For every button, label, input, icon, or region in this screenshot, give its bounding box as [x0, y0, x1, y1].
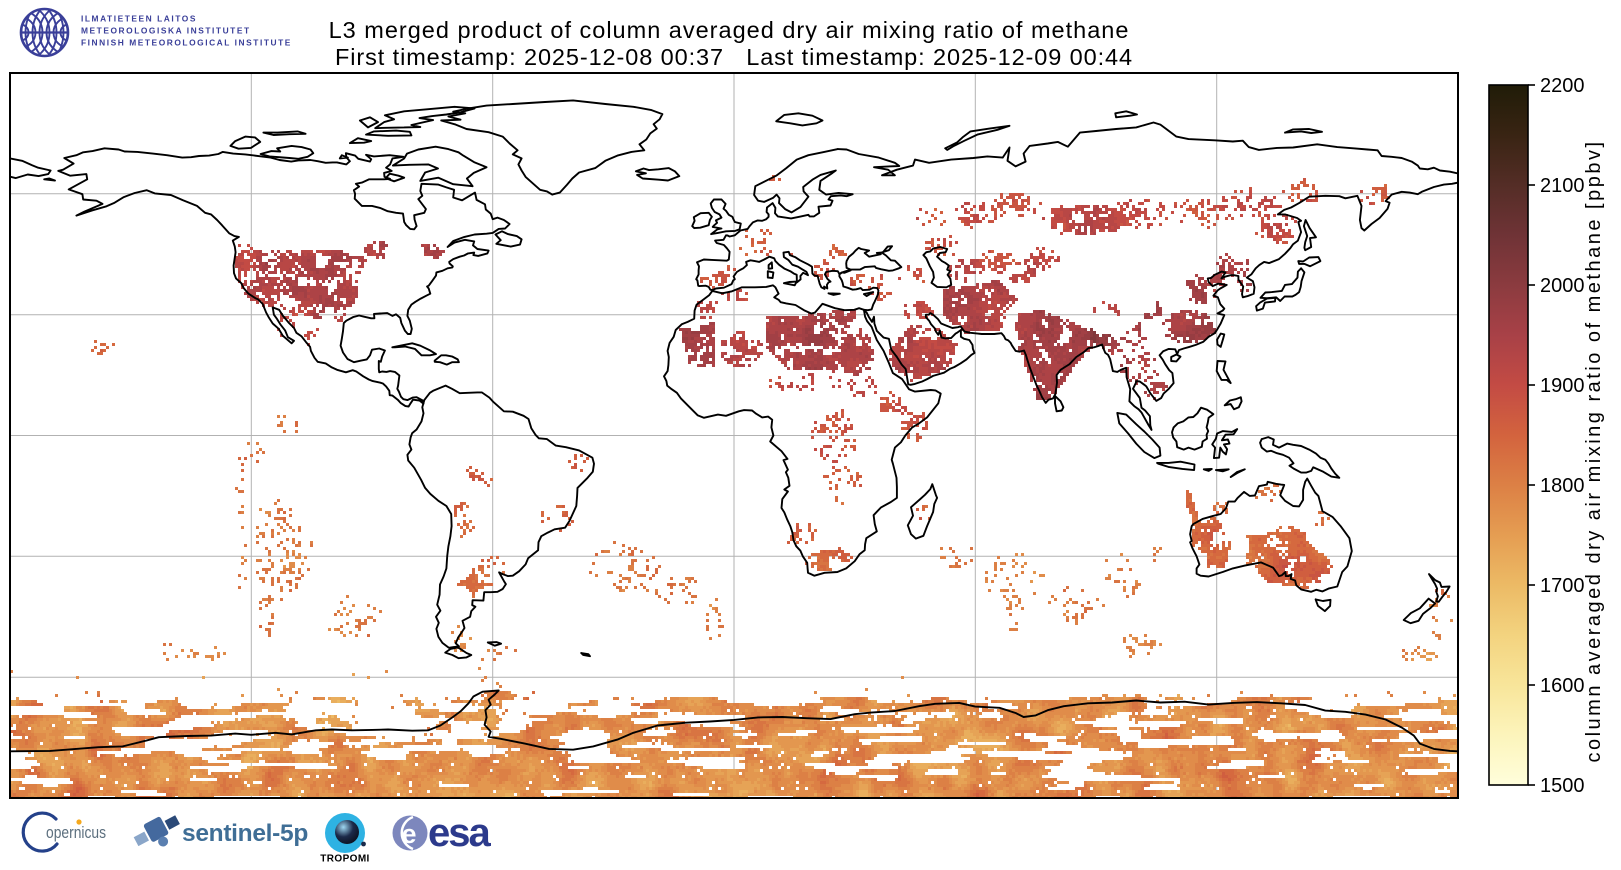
svg-text:1700: 1700	[1540, 575, 1585, 597]
svg-text:1800: 1800	[1540, 475, 1585, 497]
svg-text:METEOROLOGISKA INSTITUTET: METEOROLOGISKA INSTITUTET	[81, 26, 251, 36]
svg-text:L3 merged product of column av: L3 merged product of column averaged dry…	[329, 17, 1130, 43]
svg-text:e: e	[401, 819, 416, 849]
svg-text:sentinel-5p: sentinel-5p	[182, 820, 308, 847]
svg-text:esa: esa	[428, 811, 491, 855]
svg-text:FINNISH METEOROLOGICAL INSTITU: FINNISH METEOROLOGICAL INSTITUTE	[81, 38, 292, 48]
svg-text:2000: 2000	[1540, 275, 1585, 297]
svg-text:opernicus: opernicus	[46, 823, 106, 842]
svg-text:TROPOMI: TROPOMI	[320, 854, 369, 865]
svg-text:1600: 1600	[1540, 675, 1585, 697]
svg-text:2100: 2100	[1540, 175, 1585, 197]
svg-text:2200: 2200	[1540, 75, 1585, 97]
svg-text:column averaged dry air mixing: column averaged dry air mixing ratio of …	[1583, 139, 1605, 762]
svg-text:1500: 1500	[1540, 775, 1585, 797]
svg-text:1900: 1900	[1540, 375, 1585, 397]
svg-text:First timestamp: 2025-12-08 00: First timestamp: 2025-12-08 00:37 Last t…	[335, 44, 1133, 70]
svg-text:ILMATIETEEN LAITOS: ILMATIETEEN LAITOS	[81, 14, 197, 24]
